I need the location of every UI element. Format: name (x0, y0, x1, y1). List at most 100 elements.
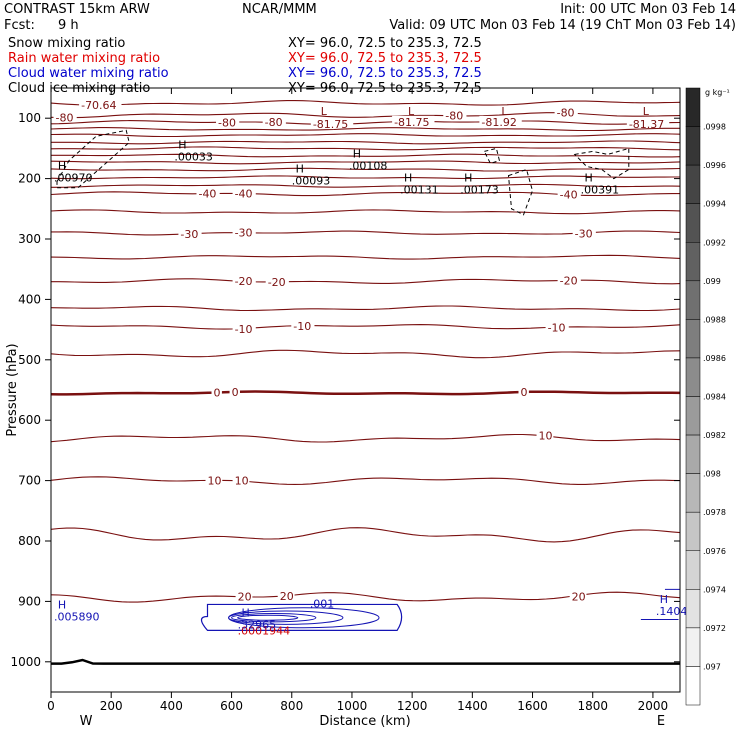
y-tick-label: 600 (18, 413, 41, 427)
extremum-symbol: H (241, 607, 249, 620)
colorbar-bin (685, 126, 701, 166)
temperature-contour (50, 100, 681, 106)
contour-label-bg (232, 274, 256, 287)
y-tick-label: 1000 (10, 655, 41, 669)
temperature-contour (51, 153, 681, 158)
contour-label-bg (479, 115, 522, 128)
contour-label-bg (178, 228, 202, 241)
temperature-contour-label: -81.37 (629, 118, 664, 131)
header: CONTRAST 15km ARW NCAR/MMM Init: 00 UTC … (4, 2, 736, 96)
x-tick-label: 200 (100, 699, 123, 713)
temperature-contour-label: -81.92 (481, 116, 516, 129)
surface-line (51, 658, 680, 665)
x-tick-label: 1200 (397, 699, 428, 713)
colorbar-bin (685, 203, 701, 243)
temperature-contour-label: -40 (235, 187, 253, 200)
contour-label-bg (557, 274, 581, 287)
temperature-contour-label: -10 (235, 323, 253, 336)
temperature-contour (50, 160, 681, 165)
extremum-symbol: L (408, 105, 415, 118)
contour-label-bg (232, 226, 256, 239)
colorbar-label: .0974 (703, 585, 726, 594)
temperature-contour-label: 10 (207, 474, 221, 487)
extremum-value: .00108 (349, 159, 388, 172)
colorbar-label: .0978 (703, 508, 726, 517)
temperature-contour (50, 390, 681, 396)
contour-label-bg (232, 474, 250, 487)
colorbar-bin (685, 550, 701, 590)
contour-label-bg (536, 429, 554, 442)
colorbar-label: .0992 (703, 238, 726, 247)
x-tick-label: 400 (160, 699, 183, 713)
contour-label-bg (518, 386, 529, 399)
temperature-contour-label: -30 (235, 227, 253, 240)
center-title: NCAR/MMM (242, 2, 317, 17)
cloud-water-contour (237, 614, 299, 621)
colorbar-bin (685, 666, 701, 706)
temperature-contour (50, 433, 681, 443)
temperature-contour-label: -80 (56, 111, 74, 124)
temperature-contour-label: -10 (548, 321, 566, 334)
colorbar-label: .0994 (703, 200, 726, 209)
fcst-value: 9 h (58, 18, 79, 33)
y-axis-label: Pressure (hPa) (5, 343, 20, 436)
temperature-contour-label: -70.64 (81, 99, 116, 112)
colorbar-label: .0986 (703, 354, 726, 363)
field-xy-snow: XY= 96.0, 72.5 to 235.3, 72.5 (288, 36, 482, 51)
x-tick-label: 600 (220, 699, 243, 713)
cloud-water-contour-label: .001 (310, 597, 335, 610)
temperature-contour (50, 209, 681, 215)
y-tick-label: 100 (18, 111, 41, 125)
colorbar-bin (685, 280, 701, 320)
temperature-contour (50, 146, 681, 151)
extremum-value: .005890 (54, 611, 99, 624)
colorbar-label: .0984 (703, 393, 726, 402)
y-tick-label: 500 (18, 353, 41, 367)
contour-label-bg (53, 111, 77, 124)
colorbar-bin (685, 396, 701, 436)
extremum-value: .00131 (400, 184, 439, 197)
x-tick-label: 1600 (517, 699, 548, 713)
init-time: Init: 00 UTC Mon 03 Feb 14 (560, 2, 736, 17)
contour-label-bg (232, 187, 256, 200)
contour-label-bg (557, 188, 581, 201)
colorbar-bin (685, 627, 701, 667)
extremum-value: .1404 (656, 605, 688, 618)
contour-label-bg (229, 386, 240, 399)
y-tick-label: 200 (18, 172, 41, 186)
cloud-water-contour (231, 613, 317, 623)
valid-time: Valid: 09 UTC Mon 03 Feb 14 (19 ChT Mon … (389, 18, 736, 33)
temperature-contour (50, 112, 681, 119)
contour-label-bg (232, 322, 256, 335)
colorbar-bin (685, 242, 701, 282)
temperature-contour (50, 305, 681, 312)
colorbar-bin (685, 319, 701, 359)
temperature-contour-label: 20 (280, 590, 294, 603)
temperature-contour (50, 120, 681, 125)
temperature-contour-label: -20 (268, 276, 286, 289)
east-label: E (657, 714, 665, 729)
extremum-value: .00033 (174, 150, 213, 163)
temperature-contour (50, 133, 681, 138)
rain-water-max-label: .0001944 (238, 625, 291, 638)
cloud-water-contour (228, 610, 344, 625)
extremum-value: .32965 (238, 619, 277, 632)
contour-label-bg (277, 590, 295, 603)
extremum-symbol: L (643, 105, 650, 118)
contour-label-bg (626, 118, 670, 131)
field-xy-rain: XY= 96.0, 72.5 to 235.3, 72.5 (288, 51, 482, 66)
temperature-contour-label: -80 (265, 116, 283, 129)
temperature-contour-label: -40 (560, 188, 578, 201)
colorbar: .0998 .0996 .0994 .0992 .099 .0988 .0986 .0984.… (685, 87, 726, 706)
x-tick-label: 0 (47, 699, 55, 713)
extremum-symbol: H (353, 147, 361, 160)
colorbar-unit: g kg⁻¹ (705, 88, 730, 97)
cloud-water-contour (640, 588, 680, 621)
colorbar-label: .099 (703, 277, 721, 286)
plot-area: -70.64 -80 -80 -80 -80 -80 -81.75 -81.75 -81.92 -… (50, 98, 688, 665)
temperature-contour-label: -81.75 (313, 118, 348, 131)
extremum-value: .00093 (292, 175, 331, 188)
temperature-contour (51, 140, 681, 145)
extremum-symbol: H (464, 172, 472, 185)
